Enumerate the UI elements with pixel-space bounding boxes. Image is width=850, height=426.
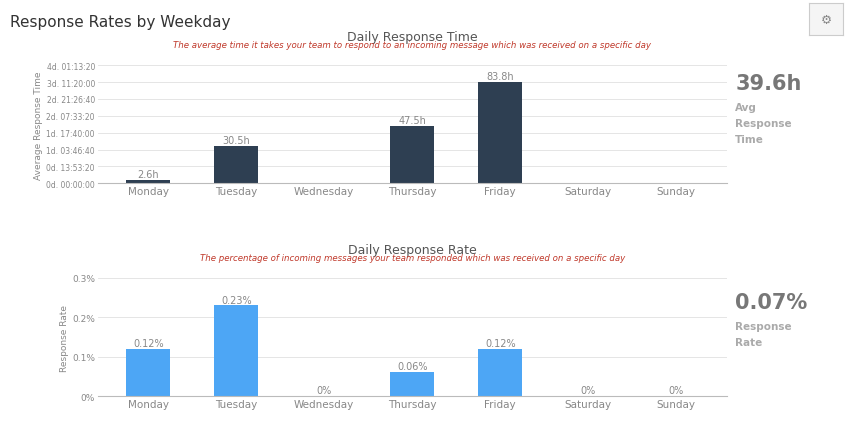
Text: 2.6h: 2.6h [138, 170, 159, 180]
Text: 39.6h: 39.6h [735, 74, 802, 94]
Text: 0.12%: 0.12% [484, 338, 516, 348]
Text: 0.07%: 0.07% [735, 293, 808, 313]
Bar [214, 306, 258, 396]
Text: 0%: 0% [669, 385, 683, 395]
Text: 47.5h: 47.5h [399, 115, 426, 125]
Bar [479, 82, 522, 184]
Bar [127, 349, 170, 396]
Text: 83.8h: 83.8h [486, 72, 514, 81]
Text: 30.5h: 30.5h [223, 136, 250, 146]
Y-axis label: Response Rate: Response Rate [60, 304, 69, 371]
Y-axis label: Average Response Time: Average Response Time [35, 71, 43, 179]
Text: 0.12%: 0.12% [133, 338, 164, 348]
Text: ⚙: ⚙ [820, 14, 832, 27]
Text: Rate: Rate [735, 337, 762, 347]
Bar [479, 349, 522, 396]
Text: Response: Response [735, 321, 792, 331]
Text: 0%: 0% [317, 385, 332, 395]
Bar [390, 373, 434, 396]
Title: Daily Response Rate: Daily Response Rate [348, 243, 477, 256]
Text: The average time it takes your team to respond to an incoming message which was : The average time it takes your team to r… [173, 41, 651, 50]
Text: 0%: 0% [581, 385, 596, 395]
Text: Response Rates by Weekday: Response Rates by Weekday [10, 15, 230, 30]
Text: Time: Time [735, 135, 764, 145]
Text: Response: Response [735, 118, 792, 129]
Text: The percentage of incoming messages your team responded which was received on a : The percentage of incoming messages your… [200, 253, 625, 262]
Text: 0.23%: 0.23% [221, 295, 252, 305]
Bar [214, 147, 258, 184]
Text: Avg: Avg [735, 102, 757, 112]
Bar [390, 127, 434, 184]
Title: Daily Response Time: Daily Response Time [347, 31, 478, 44]
Text: 0.06%: 0.06% [397, 362, 428, 371]
Bar [127, 181, 170, 184]
